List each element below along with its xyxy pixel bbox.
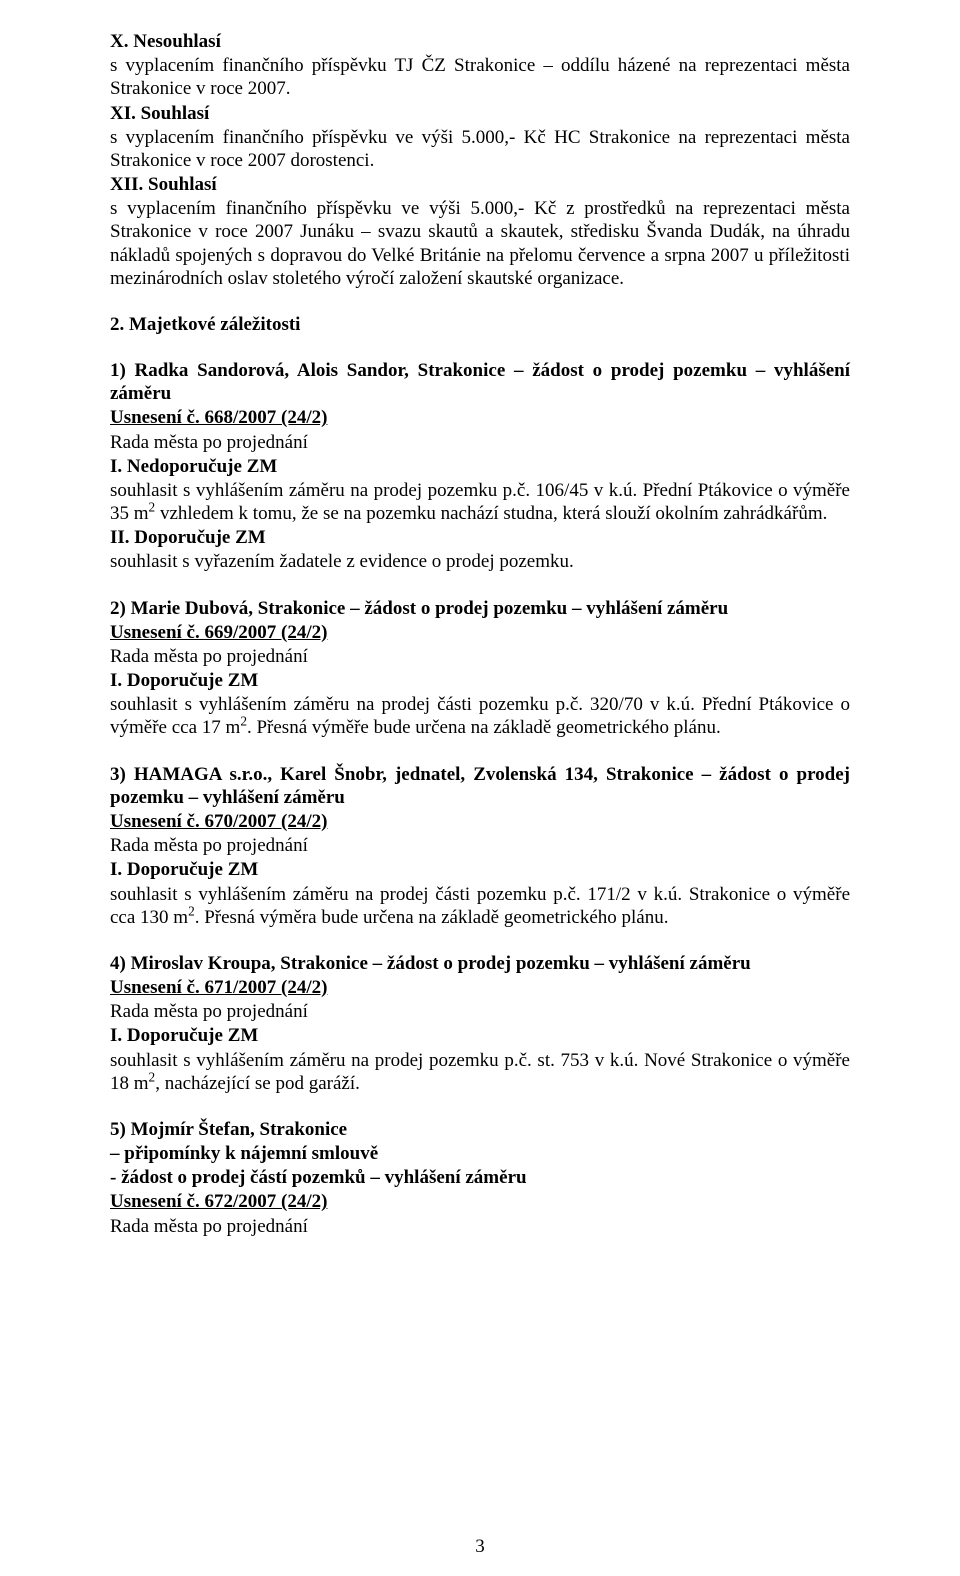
item-1-title: 1) Radka Sandorová, Alois Sandor, Strako… <box>110 359 850 405</box>
text-run: . Přesná výměře bude určena na základě g… <box>247 717 721 738</box>
item-2-title: 2) Marie Dubová, Strakonice – žádost o p… <box>110 597 850 620</box>
item-1-heading-1: I. Nedoporučuje ZM <box>110 455 850 478</box>
spacer <box>110 741 850 763</box>
item-5-title-2: – připomínky k nájemní smlouvě <box>110 1142 850 1165</box>
item-4-title: 4) Miroslav Kroupa, Strakonice – žádost … <box>110 952 850 975</box>
document-page: X. Nesouhlasí s vyplacením finančního př… <box>0 0 960 1576</box>
item-2-body-1: souhlasit s vyhlášením záměru na prodej … <box>110 693 850 739</box>
rada-line: Rada města po projednání <box>110 645 850 668</box>
item-3-heading-1: I. Doporučuje ZM <box>110 858 850 881</box>
rada-line: Rada města po projednání <box>110 834 850 857</box>
rada-line: Rada města po projednání <box>110 1000 850 1023</box>
item-2-usneseni: Usnesení č. 669/2007 (24/2) <box>110 621 850 644</box>
item-1-usneseni: Usnesení č. 668/2007 (24/2) <box>110 406 850 429</box>
rada-line: Rada města po projednání <box>110 1215 850 1238</box>
text-run: vzhledem k tomu, že se na pozemku nacház… <box>155 503 827 524</box>
item-3-usneseni: Usnesení č. 670/2007 (24/2) <box>110 810 850 833</box>
spacer <box>110 930 850 952</box>
item-5-title-3: - žádost o prodej částí pozemků – vyhláš… <box>110 1166 850 1189</box>
item-4-usneseni: Usnesení č. 671/2007 (24/2) <box>110 976 850 999</box>
heading-x: X. Nesouhlasí <box>110 30 850 53</box>
page-number: 3 <box>0 1535 960 1558</box>
text-run: . Přesná výměra bude určena na základě g… <box>195 907 669 928</box>
item-1-heading-2: II. Doporučuje ZM <box>110 526 850 549</box>
body-text: s vyplacením finančního příspěvku ve výš… <box>110 197 850 290</box>
item-2-heading-1: I. Doporučuje ZM <box>110 669 850 692</box>
body-text: s vyplacením finančního příspěvku TJ ČZ … <box>110 54 850 100</box>
superscript: 2 <box>188 903 195 918</box>
body-text: s vyplacením finančního příspěvku ve výš… <box>110 126 850 172</box>
item-1-body-1: souhlasit s vyhlášením záměru na prodej … <box>110 479 850 525</box>
item-4-body-1: souhlasit s vyhlášením záměru na prodej … <box>110 1049 850 1095</box>
item-3-title: 3) HAMAGA s.r.o., Karel Šnobr, jednatel,… <box>110 763 850 809</box>
superscript: 2 <box>240 714 247 729</box>
rada-line: Rada města po projednání <box>110 431 850 454</box>
heading-majetkove: 2. Majetkové záležitosti <box>110 313 850 336</box>
heading-xii: XII. Souhlasí <box>110 173 850 196</box>
item-3-body-1: souhlasit s vyhlášením záměru na prodej … <box>110 883 850 929</box>
item-1-body-2: souhlasit s vyřazením žadatele z evidenc… <box>110 550 850 573</box>
item-5-title-1: 5) Mojmír Štefan, Strakonice <box>110 1118 850 1141</box>
item-5-usneseni: Usnesení č. 672/2007 (24/2) <box>110 1190 850 1213</box>
item-4-heading-1: I. Doporučuje ZM <box>110 1024 850 1047</box>
spacer <box>110 291 850 313</box>
spacer <box>110 1096 850 1118</box>
spacer <box>110 337 850 359</box>
text-run: , nacházející se pod garáží. <box>155 1073 360 1094</box>
heading-xi: XI. Souhlasí <box>110 102 850 125</box>
spacer <box>110 575 850 597</box>
